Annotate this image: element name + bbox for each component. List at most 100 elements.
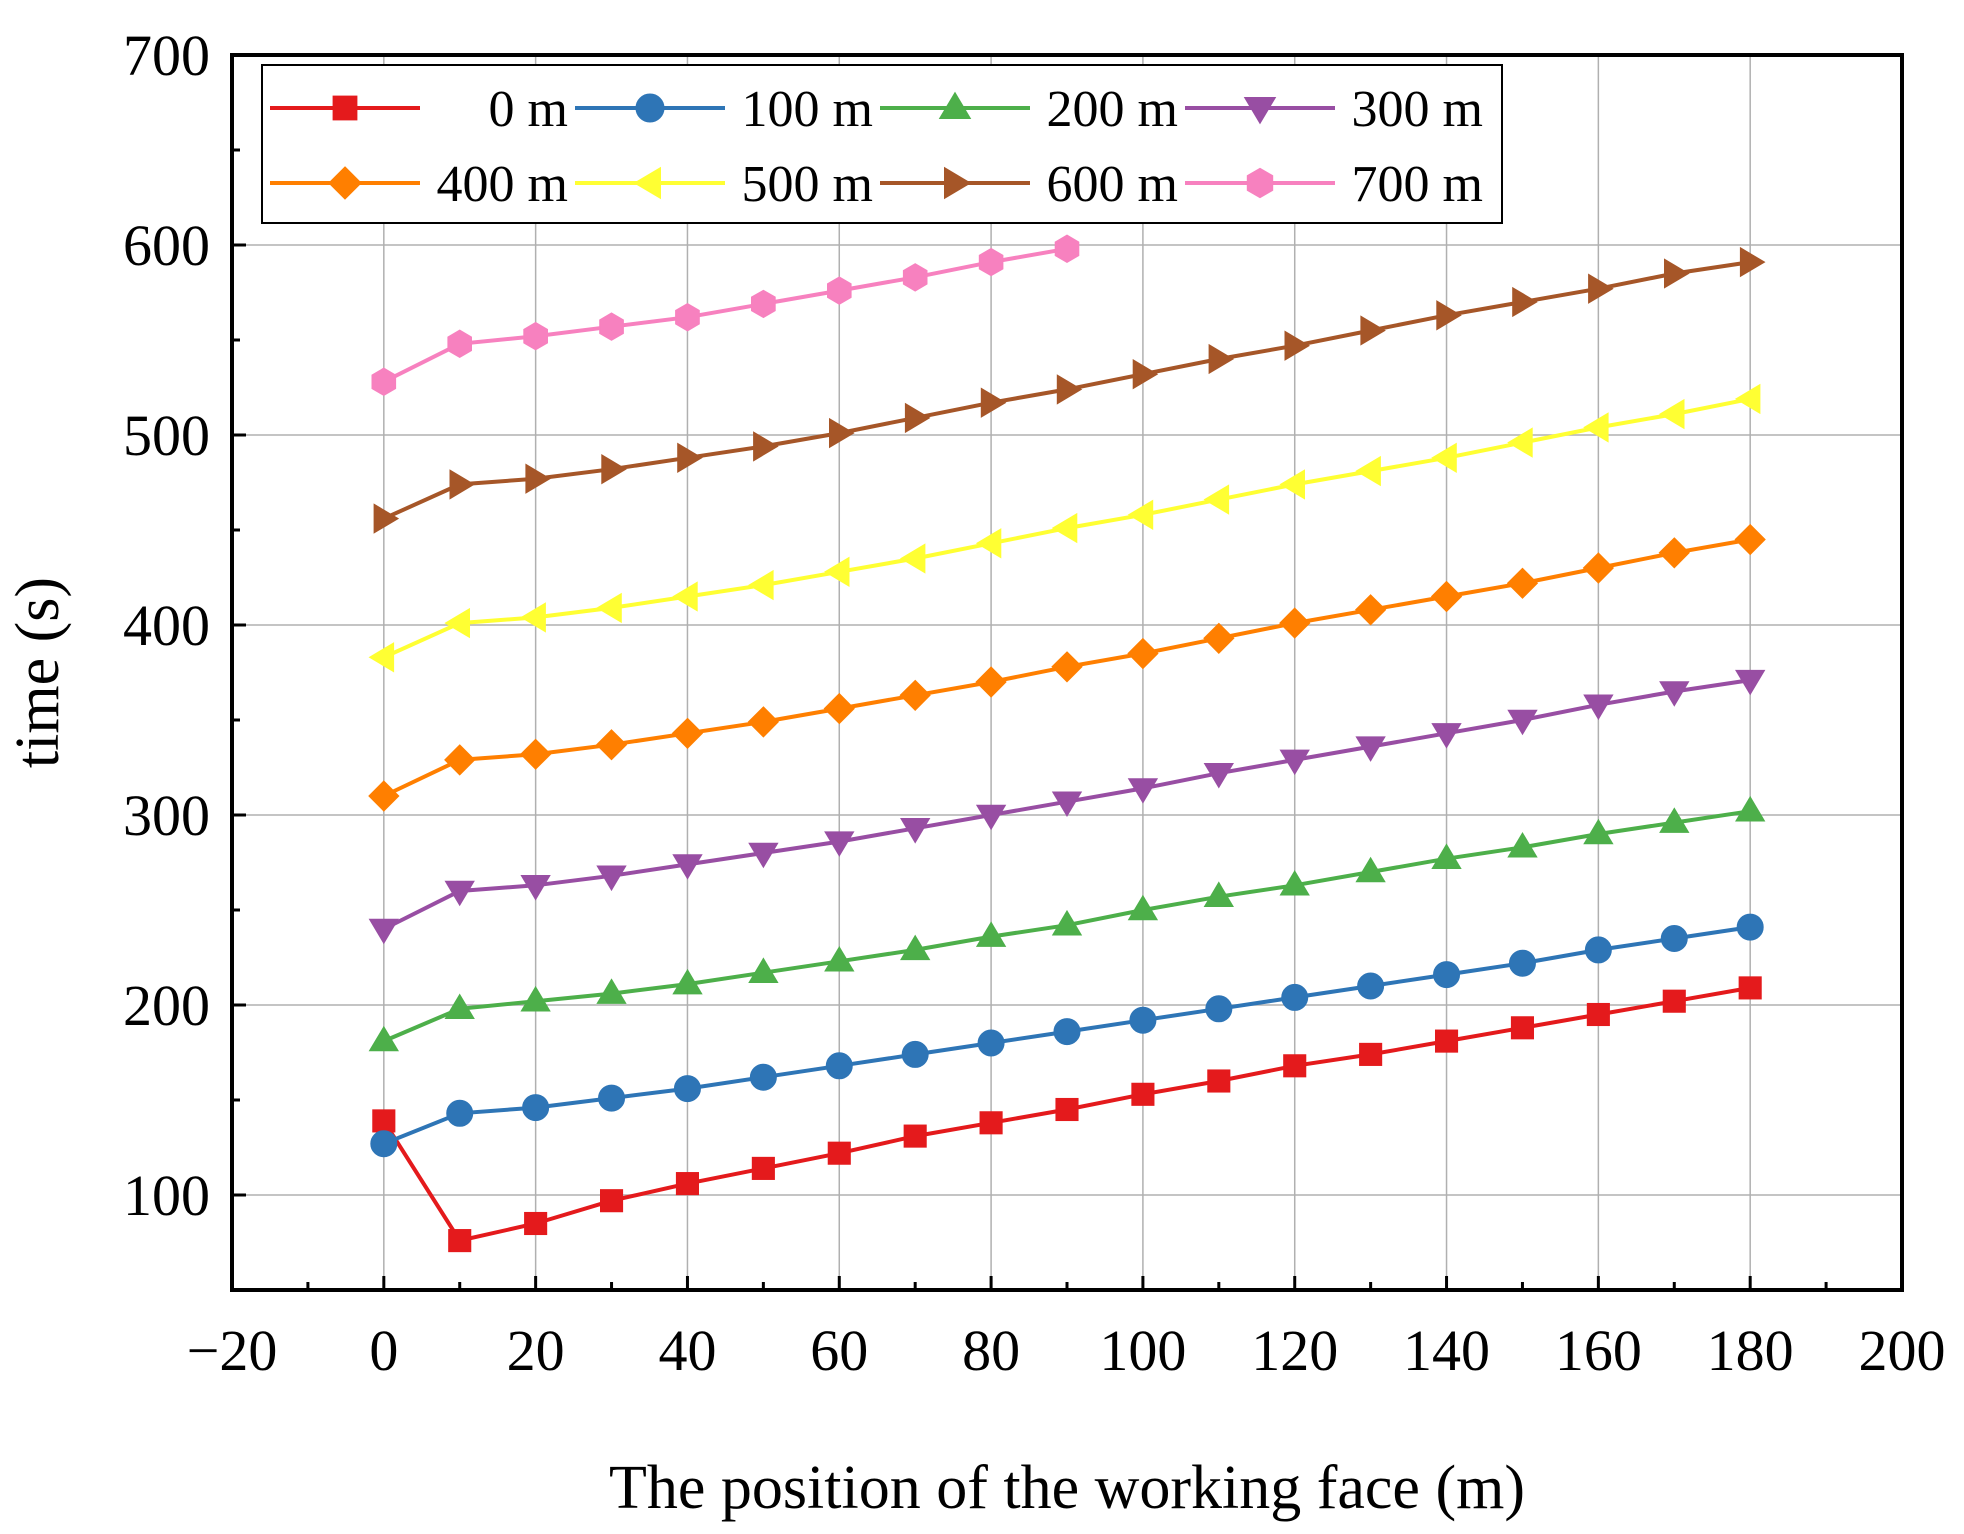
data-point bbox=[1203, 763, 1234, 789]
x-tick-label: 80 bbox=[962, 1318, 1020, 1383]
data-point bbox=[827, 1141, 851, 1165]
legend-box bbox=[261, 64, 1503, 224]
data-point bbox=[1660, 925, 1688, 952]
data-point bbox=[673, 1075, 701, 1103]
data-point bbox=[1507, 832, 1538, 858]
data-point bbox=[1659, 681, 1690, 707]
data-point bbox=[599, 1189, 624, 1213]
data-point bbox=[1360, 315, 1386, 346]
data-point bbox=[1279, 749, 1310, 776]
legend-item: 700 m bbox=[1185, 156, 1483, 213]
legend-item: 500 m bbox=[575, 156, 873, 213]
data-point bbox=[1582, 552, 1615, 584]
data-point bbox=[373, 503, 400, 534]
y-tick-label: 200 bbox=[123, 973, 210, 1038]
data-point bbox=[1355, 856, 1386, 883]
legend: 0 m 100 m 200 m 300 m 400 m 500 m 600 m 700 m bbox=[261, 64, 1503, 224]
data-point bbox=[901, 1040, 929, 1068]
series-700-m bbox=[371, 234, 1080, 396]
data-point bbox=[520, 602, 546, 633]
legend-label: 500 m bbox=[742, 156, 873, 213]
data-point bbox=[975, 921, 1007, 947]
legend-marker bbox=[938, 91, 972, 119]
data-point bbox=[522, 1094, 550, 1122]
data-point bbox=[751, 1156, 775, 1180]
data-point bbox=[975, 804, 1007, 831]
data-point bbox=[977, 1029, 1005, 1057]
data-point bbox=[1433, 961, 1461, 989]
legend-item: 100 m bbox=[575, 81, 873, 138]
data-point bbox=[519, 738, 552, 770]
x-tick-label: 20 bbox=[507, 1318, 565, 1383]
data-point bbox=[1051, 791, 1083, 817]
y-tick-label: 300 bbox=[123, 783, 210, 848]
data-point bbox=[1508, 949, 1536, 977]
data-point bbox=[599, 312, 624, 341]
series-500-m bbox=[368, 383, 1761, 673]
x-tick-label: 120 bbox=[1251, 1318, 1338, 1383]
data-point bbox=[1658, 537, 1690, 569]
data-point bbox=[1279, 469, 1305, 500]
data-point bbox=[1053, 1018, 1081, 1046]
data-point bbox=[447, 329, 472, 358]
data-point bbox=[1279, 607, 1311, 639]
data-point bbox=[747, 706, 780, 738]
plot-area bbox=[368, 234, 1766, 1253]
data-point bbox=[1583, 818, 1614, 845]
data-point bbox=[372, 1109, 396, 1133]
data-point bbox=[1506, 567, 1539, 599]
data-point bbox=[446, 1099, 474, 1127]
data-point bbox=[1664, 258, 1690, 289]
data-point bbox=[1507, 709, 1538, 736]
data-point bbox=[1284, 330, 1310, 361]
data-point bbox=[520, 985, 551, 1012]
x-tick-label: 100 bbox=[1099, 1318, 1186, 1383]
data-point bbox=[1584, 936, 1612, 964]
legend-item: 300 m bbox=[1185, 81, 1483, 138]
data-point bbox=[1736, 913, 1764, 941]
legend-label: 400 m bbox=[437, 156, 568, 213]
data-point bbox=[904, 402, 931, 434]
data-point bbox=[1734, 383, 1761, 415]
data-point bbox=[827, 276, 852, 305]
data-point bbox=[1735, 669, 1766, 696]
data-point bbox=[900, 818, 931, 844]
data-point bbox=[523, 321, 548, 351]
data-point bbox=[1127, 778, 1159, 804]
series-600-m bbox=[373, 246, 1766, 534]
data-point bbox=[1662, 989, 1686, 1013]
data-point bbox=[748, 842, 779, 869]
data-point bbox=[749, 1063, 777, 1091]
data-point bbox=[1207, 1069, 1231, 1093]
data-point bbox=[975, 528, 1002, 559]
data-point bbox=[1357, 972, 1385, 1000]
legend-item: 0 m bbox=[270, 81, 568, 138]
data-point bbox=[1583, 412, 1609, 443]
x-tick-label: −20 bbox=[187, 1318, 278, 1383]
data-point bbox=[1738, 976, 1762, 1000]
data-point bbox=[1203, 881, 1234, 907]
data-point bbox=[368, 780, 400, 812]
y-tick-label: 700 bbox=[123, 23, 210, 88]
data-point bbox=[1132, 359, 1159, 390]
series-200-m bbox=[368, 795, 1766, 1052]
legend-marker bbox=[332, 95, 358, 121]
data-point bbox=[1051, 651, 1083, 683]
data-point bbox=[448, 1229, 472, 1253]
x-tick-label: 0 bbox=[369, 1318, 398, 1383]
data-point bbox=[1205, 995, 1233, 1023]
data-point bbox=[979, 1111, 1003, 1135]
data-point bbox=[748, 569, 774, 601]
data-point bbox=[1354, 594, 1387, 626]
data-point bbox=[902, 263, 928, 292]
legend-marker bbox=[944, 166, 972, 200]
data-point bbox=[672, 968, 703, 995]
legend-label: 300 m bbox=[1352, 81, 1483, 138]
data-point bbox=[596, 865, 627, 892]
legend-label: 100 m bbox=[742, 81, 873, 138]
y-tick-label: 600 bbox=[123, 213, 210, 278]
data-point bbox=[748, 957, 779, 983]
legend-marker bbox=[328, 166, 362, 200]
data-point bbox=[1430, 580, 1463, 613]
